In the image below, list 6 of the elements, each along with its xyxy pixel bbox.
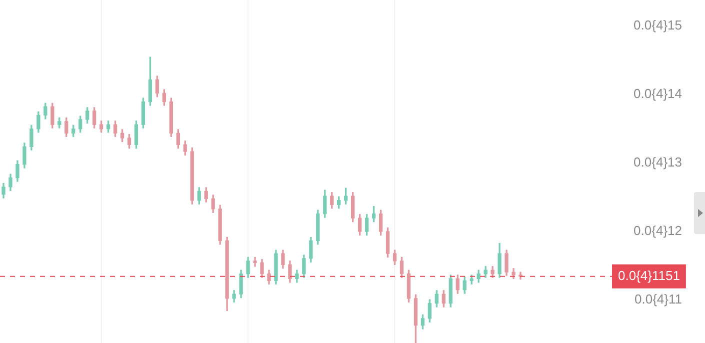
text: 0.0{4}11 <box>634 292 682 307</box>
text: 0.0{4}13 <box>634 154 682 170</box>
text: 0.0{4}1151 <box>618 268 680 283</box>
text: 0.0{4}12 <box>634 223 682 238</box>
text: 0.0{4}15 <box>634 18 682 33</box>
text: 0.0{4}14 <box>634 86 682 102</box>
